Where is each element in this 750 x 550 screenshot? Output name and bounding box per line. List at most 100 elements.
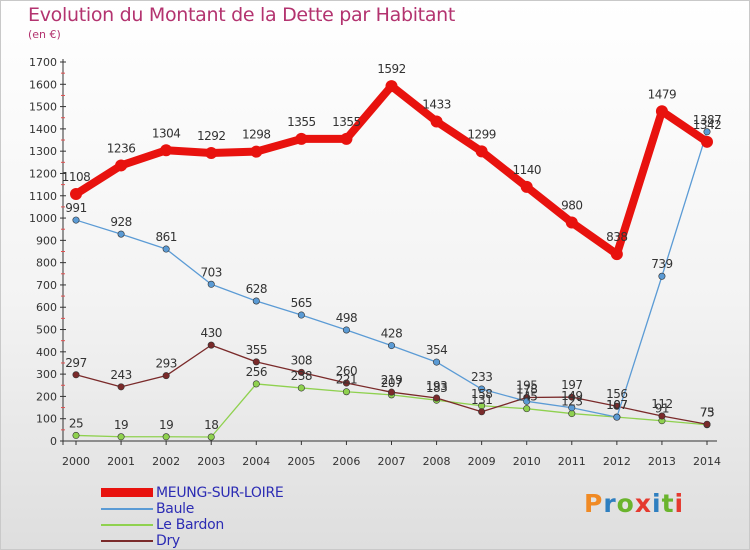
data-point [162, 433, 170, 441]
data-point [478, 408, 486, 416]
x-tick-label: 2008 [423, 455, 451, 468]
logo-letter: x [634, 489, 652, 518]
data-label: 243 [110, 368, 131, 382]
data-point [117, 383, 125, 391]
data-label: 1387 [693, 113, 722, 127]
legend-label: MEUNG-SUR-LOIRE [156, 485, 284, 501]
y-tick-label: 1300 [29, 145, 57, 158]
data-label: 107 [606, 398, 627, 412]
logo-letter: i [674, 489, 685, 518]
x-tick-label: 2013 [648, 455, 676, 468]
y-tick-label: 900 [36, 234, 57, 247]
y-tick-label: 700 [36, 279, 57, 292]
data-point [72, 431, 80, 439]
data-label: 233 [471, 370, 492, 384]
data-point [387, 388, 395, 396]
data-label: 1299 [467, 127, 496, 141]
data-label: 498 [336, 311, 357, 325]
x-tick-label: 2003 [197, 455, 225, 468]
data-point [701, 135, 713, 148]
data-label: 861 [155, 230, 176, 244]
data-point [655, 105, 668, 118]
data-label: 158 [471, 387, 492, 401]
data-label: 183 [426, 381, 447, 395]
legend-item-dry: Dry [101, 533, 361, 549]
data-label: 1355 [332, 115, 361, 129]
data-label: 25 [69, 416, 83, 430]
data-point [475, 145, 488, 158]
data-label: 178 [516, 382, 537, 396]
data-point [295, 132, 308, 145]
data-label: 73 [700, 406, 714, 420]
data-point [703, 420, 711, 428]
y-tick-label: 1500 [29, 101, 57, 114]
y-tick-label: 100 [36, 413, 57, 426]
data-point [613, 413, 621, 421]
data-label: 256 [246, 365, 267, 379]
legend-item-meung: MEUNG-SUR-LOIRE [101, 485, 361, 501]
x-tick-label: 2009 [468, 455, 496, 468]
y-tick-label: 200 [36, 390, 57, 403]
data-label: 1433 [422, 98, 451, 112]
data-label: 628 [246, 282, 267, 296]
data-label: 308 [291, 353, 312, 367]
data-label: 838 [606, 230, 627, 244]
data-label: 219 [381, 373, 402, 387]
data-label: 207 [381, 376, 402, 390]
y-tick-label: 0 [50, 435, 57, 448]
data-point [568, 410, 576, 418]
data-point [385, 80, 398, 93]
data-point [658, 272, 666, 280]
logo-letter: P [584, 489, 604, 518]
data-label: 293 [155, 357, 176, 371]
data-point [387, 342, 395, 350]
logo-letter: i [652, 489, 662, 518]
data-label: 980 [561, 199, 582, 213]
data-point [433, 394, 441, 402]
data-label: 145 [516, 390, 537, 404]
data-point [342, 388, 350, 396]
data-label: 1292 [197, 129, 226, 143]
x-tick-label: 2007 [378, 455, 406, 468]
data-point [207, 433, 215, 441]
data-point [162, 245, 170, 253]
data-label: 19 [114, 418, 128, 432]
data-label: 1304 [152, 126, 181, 140]
data-label: 221 [336, 373, 357, 387]
data-point [252, 358, 260, 366]
data-point [520, 180, 533, 193]
data-point [252, 297, 260, 305]
data-point [160, 144, 173, 157]
data-point [342, 326, 350, 334]
data-label: 193 [426, 379, 447, 393]
data-label: 354 [426, 343, 447, 357]
y-tick-label: 1700 [29, 56, 57, 69]
x-tick-label: 2014 [693, 455, 721, 468]
legend-item-le-bardon: Le Bardon [101, 517, 361, 533]
data-label: 1342 [693, 118, 722, 132]
x-tick-label: 2010 [513, 455, 541, 468]
data-label: 1108 [62, 170, 91, 184]
y-tick-label: 600 [36, 301, 57, 314]
data-point [117, 230, 125, 238]
data-point [658, 412, 666, 420]
proxiti-logo: Proxiti [584, 489, 684, 518]
data-label: 1479 [648, 87, 677, 101]
data-label: 430 [201, 326, 222, 340]
x-tick-label: 2004 [242, 455, 270, 468]
legend-item-baule: Baule [101, 501, 361, 517]
y-tick-label: 800 [36, 257, 57, 270]
data-point [430, 115, 443, 128]
data-label: 131 [471, 393, 492, 407]
x-tick-label: 2006 [332, 455, 360, 468]
data-label: 149 [561, 389, 582, 403]
data-point [610, 248, 623, 261]
legend-label: Baule [156, 501, 195, 517]
data-label: 197 [561, 378, 582, 392]
data-label: 428 [381, 327, 402, 341]
x-tick-label: 2000 [62, 455, 90, 468]
data-point [478, 385, 486, 393]
y-tick-label: 1600 [29, 78, 57, 91]
legend-swatch [101, 524, 153, 526]
data-point [297, 384, 305, 392]
